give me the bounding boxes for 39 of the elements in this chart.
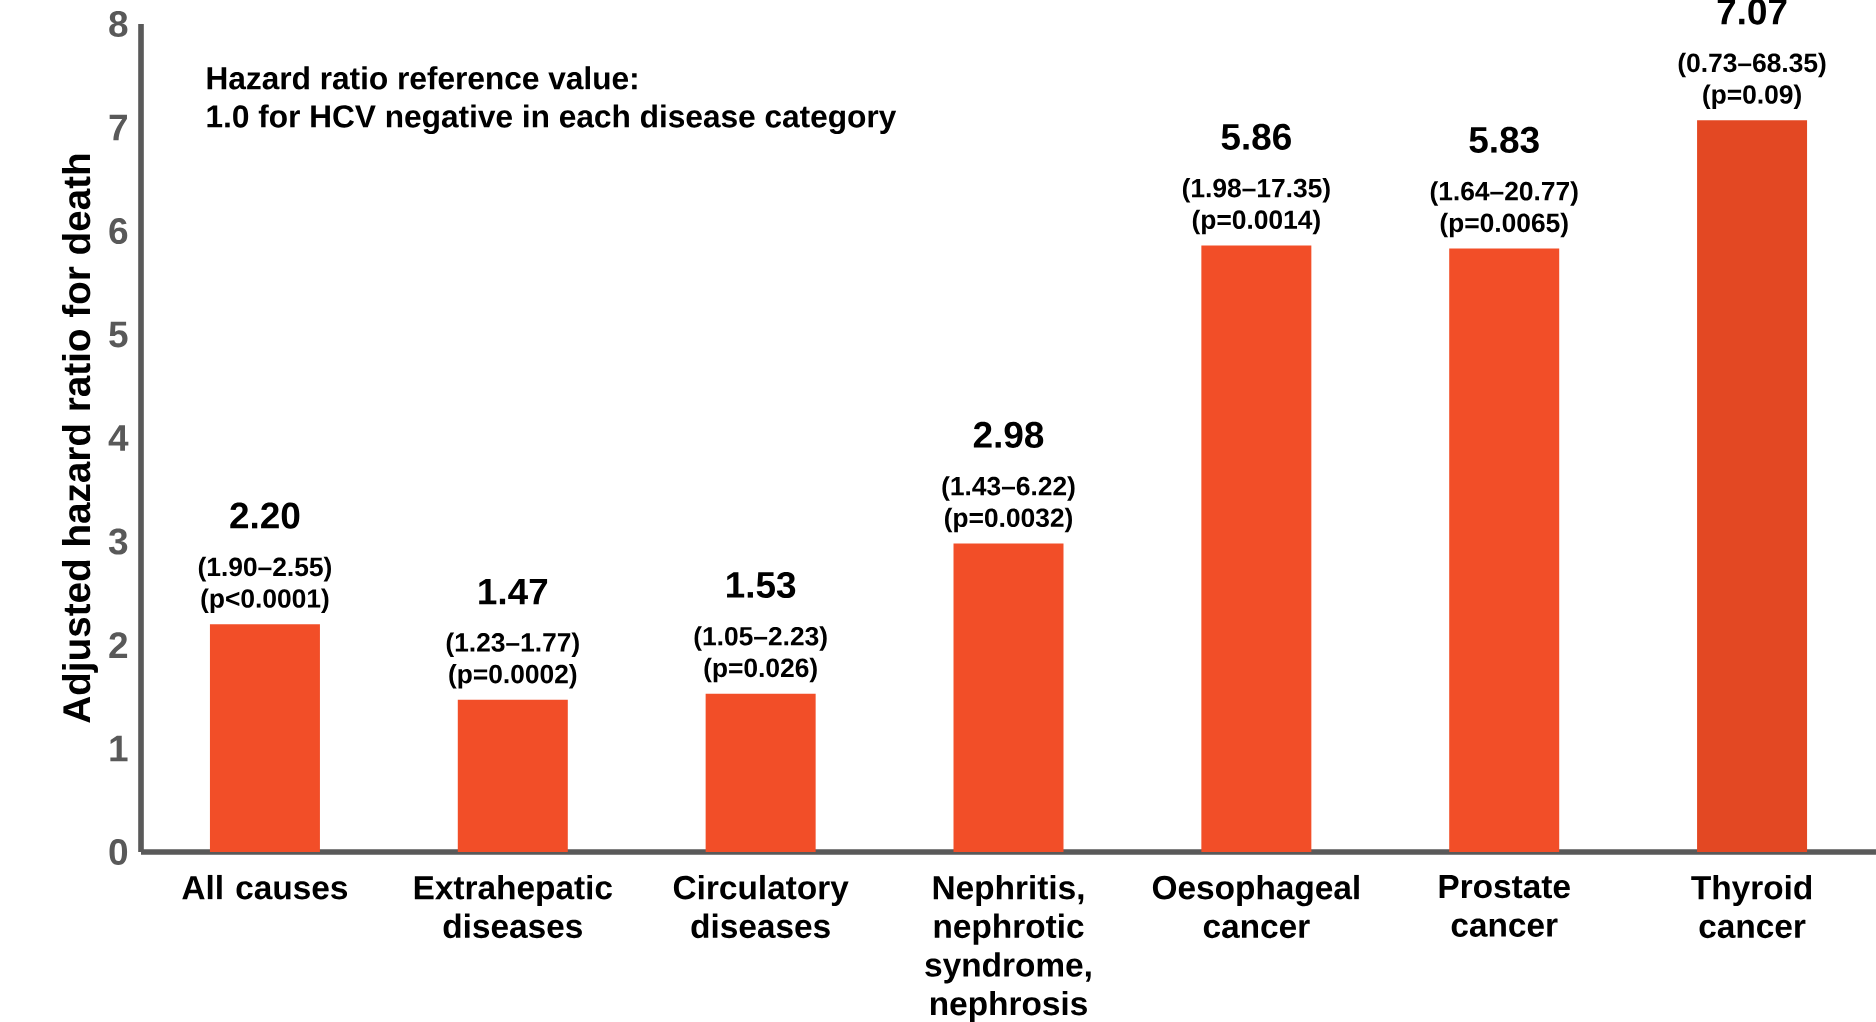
annotation: (1.05–2.23) (p=0.026) [694, 626, 827, 683]
x-tick-label: Extrahepatic diseases [414, 874, 612, 939]
x-tick-label: Nephritis, nephrotic syndrome, nephrosis [925, 874, 1091, 1022]
annotation: (1.23–1.77) (p=0.0002) [446, 632, 579, 689]
bar [209, 624, 320, 852]
bar [1201, 245, 1312, 852]
data-label: 5.83 [1469, 126, 1539, 154]
annotation: (1.43–6.22) (p=0.0032) [942, 476, 1075, 533]
annotation: (1.98–17.35) (p=0.0014) [1182, 178, 1330, 235]
data-label: 2.20 [230, 502, 300, 529]
x-tick-label: Prostate cancer [1439, 874, 1570, 937]
bar [1697, 120, 1808, 852]
annotation: (1.90–2.55) (p<0.0001) [198, 556, 331, 614]
data-label: 2.98 [973, 421, 1044, 448]
bar [705, 693, 816, 852]
y-tick-label: 6 [109, 217, 128, 245]
annotation: (0.73–68.35) (p=0.09) [1678, 52, 1826, 109]
y-tick-label: 3 [108, 528, 128, 555]
annotation: 1.0 for HCV negative in each disease category [207, 104, 897, 135]
data-label: 5.86 [1221, 123, 1291, 150]
y-tick-label: 1 [110, 735, 128, 762]
y-tick-label: 0 [109, 838, 128, 866]
y-tick-label: 5 [109, 321, 128, 348]
y-axis-title: Adjusted hazard ratio for death [61, 154, 98, 723]
y-tick-label: 2 [109, 632, 128, 658]
y-tick-label: 7 [109, 114, 127, 141]
annotation: (1.64–20.77) (p=0.0065) [1430, 181, 1578, 238]
data-label: 1.47 [479, 578, 548, 605]
x-tick-label: Thyroid cancer [1691, 874, 1812, 939]
data-label: 1.53 [727, 571, 796, 599]
y-tick-label: 4 [108, 425, 129, 451]
x-tick-label: All causes [182, 874, 348, 900]
bar [1449, 248, 1560, 852]
y-tick-label: 8 [109, 10, 128, 38]
bar [953, 543, 1064, 852]
bar [457, 699, 568, 852]
x-tick-label: Circulatory diseases [673, 874, 849, 939]
annotation: Hazard ratio reference value: [207, 66, 637, 90]
x-tick-label: Oesophageal cancer [1152, 874, 1359, 939]
